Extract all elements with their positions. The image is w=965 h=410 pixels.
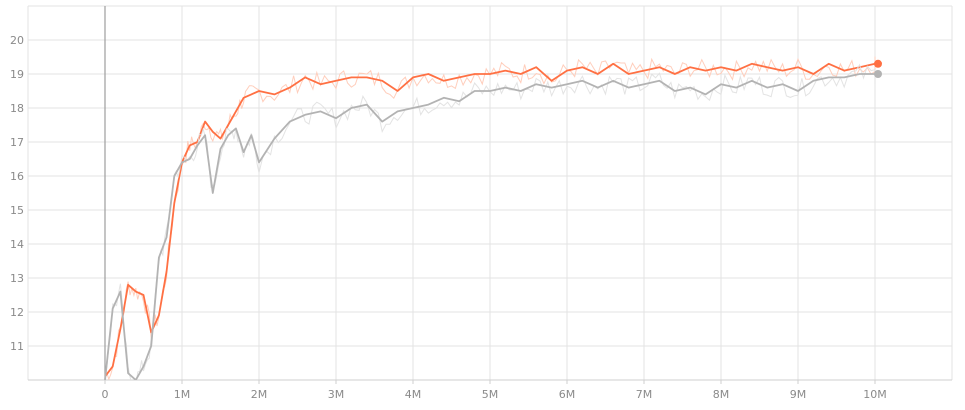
y-tick-label: 16 — [10, 170, 24, 183]
grid — [27, 5, 953, 381]
series-1-line — [104, 73, 875, 380]
y-tick-label: 12 — [10, 306, 24, 319]
x-tick-label: 0 — [102, 388, 109, 401]
series-lines — [104, 56, 876, 380]
x-tick-label: 10M — [863, 388, 887, 401]
x-tick-label: 1M — [174, 388, 191, 401]
series-0-end-point[interactable] — [874, 59, 882, 68]
x-tick-label: 7M — [636, 388, 653, 401]
y-tick-label: 14 — [10, 238, 24, 251]
x-tick-label: 2M — [251, 388, 268, 401]
x-tick-label: 8M — [713, 388, 730, 401]
y-tick-label: 11 — [10, 340, 24, 353]
y-tick-label: 20 — [10, 34, 24, 47]
y-tick-label: 17 — [10, 136, 24, 149]
y-tick-label: 18 — [10, 102, 24, 115]
axes — [28, 6, 952, 384]
y-tick-label: 13 — [10, 272, 24, 285]
x-tick-label: 9M — [790, 388, 807, 401]
x-tick-label: 4M — [405, 388, 422, 401]
series-0-raw-line — [104, 56, 876, 380]
tick-labels: 0 1M 2M 3M 4M 5M 6M 7M 8M 9M 10M 11 12 13 14 15 16 17 18 19… — [10, 34, 887, 401]
x-tick-label: 6M — [559, 388, 576, 401]
x-tick-label: 3M — [328, 388, 345, 401]
x-tick-label: 5M — [482, 388, 499, 401]
y-tick-label: 19 — [10, 68, 24, 81]
y-tick-label: 15 — [10, 204, 24, 217]
series-1-end-point[interactable] — [874, 70, 882, 78]
